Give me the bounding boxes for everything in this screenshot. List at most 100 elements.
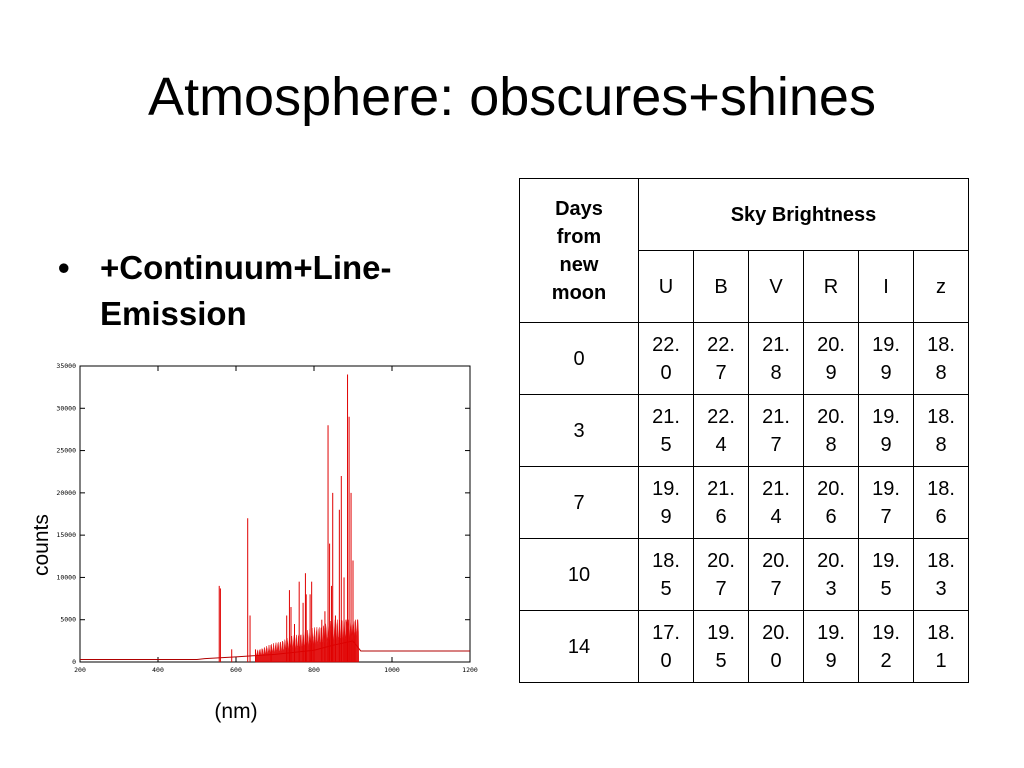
brightness-cell-B: 22.4 (693, 394, 749, 467)
brightness-value: 20.8 (817, 405, 845, 456)
brightness-value: 18.5 (652, 549, 680, 600)
brightness-value: 22.4 (707, 405, 735, 456)
brightness-value: 19.9 (872, 405, 900, 456)
brightness-value: 18.8 (927, 405, 955, 456)
brightness-cell-R: 20.6 (803, 466, 859, 539)
brightness-cell-R: 20.9 (803, 322, 859, 395)
brightness-cell-B: 21.6 (693, 466, 749, 539)
brightness-cell-U: 21.5 (638, 394, 694, 467)
x-axis-label: (nm) (214, 700, 258, 723)
y-tick-label: 20000 (56, 489, 76, 497)
table-row: 7 19.9 21.6 21.4 20.6 19.7 18.6 (519, 466, 969, 539)
x-tick-label: 800 (308, 666, 320, 674)
brightness-cell-R: 19.9 (803, 610, 859, 683)
bullet-text: +Continuum+Line-Emission (100, 249, 392, 332)
brightness-cell-U: 22.0 (638, 322, 694, 395)
y-tick-label: 15000 (56, 531, 76, 539)
brightness-value: 21.5 (652, 405, 680, 456)
days-cell: 3 (519, 394, 639, 467)
brightness-cell-I: 19.2 (858, 610, 914, 683)
x-tick-label: 200 (74, 666, 86, 674)
brightness-cell-z: 18.3 (913, 538, 969, 611)
brightness-cell-B: 19.5 (693, 610, 749, 683)
y-tick-label: 35000 (56, 362, 76, 370)
brightness-value: 21.7 (762, 405, 790, 456)
days-header: Days from new moon (519, 178, 639, 323)
days-cell: 10 (519, 538, 639, 611)
y-tick-label: 10000 (56, 573, 76, 581)
band-header-I: I (858, 250, 914, 323)
brightness-value: 22.0 (652, 333, 680, 384)
x-tick-label: 600 (230, 666, 242, 674)
y-tick-label: 25000 (56, 447, 76, 455)
band-header-z: z (913, 250, 969, 323)
brightness-cell-z: 18.6 (913, 466, 969, 539)
bullet-marker: • (58, 249, 70, 286)
table-row: 3 21.5 22.4 21.7 20.8 19.9 18.8 (519, 394, 969, 467)
brightness-value: 18.6 (927, 477, 955, 528)
y-tick-label: 5000 (60, 616, 76, 624)
table-row: 14 17.0 19.5 20.0 19.9 19.2 18.1 (519, 610, 969, 683)
brightness-value: 20.7 (707, 549, 735, 600)
brightness-cell-V: 21.7 (748, 394, 804, 467)
x-tick-label: 1200 (462, 666, 478, 674)
brightness-cell-I: 19.9 (858, 394, 914, 467)
brightness-cell-I: 19.9 (858, 322, 914, 395)
brightness-cell-z: 18.1 (913, 610, 969, 683)
brightness-cell-z: 18.8 (913, 322, 969, 395)
brightness-value: 19.2 (872, 621, 900, 672)
brightness-value: 18.3 (927, 549, 955, 600)
band-header-B: B (693, 250, 749, 323)
brightness-value: 20.3 (817, 549, 845, 600)
brightness-cell-U: 18.5 (638, 538, 694, 611)
days-cell: 14 (519, 610, 639, 683)
brightness-value: 19.9 (817, 621, 845, 672)
brightness-value: 19.5 (707, 621, 735, 672)
band-header-V: V (748, 250, 804, 323)
brightness-value: 19.7 (872, 477, 900, 528)
brightness-cell-V: 20.7 (748, 538, 804, 611)
brightness-cell-I: 19.7 (858, 466, 914, 539)
brightness-cell-U: 19.9 (638, 466, 694, 539)
band-header-R: R (803, 250, 859, 323)
brightness-cell-V: 21.8 (748, 322, 804, 395)
brightness-value: 19.9 (872, 333, 900, 384)
brightness-value: 19.9 (652, 477, 680, 528)
days-cell: 0 (519, 322, 639, 395)
brightness-value: 21.8 (762, 333, 790, 384)
brightness-cell-R: 20.8 (803, 394, 859, 467)
brightness-cell-B: 20.7 (693, 538, 749, 611)
spectrum-chart: 0 5000 10000 15000 20000 25000 30000 35000 200 40… (56, 362, 478, 674)
sky-brightness-header: Sky Brightness (638, 178, 969, 251)
slide-title: Atmosphere: obscures+shines (148, 67, 876, 127)
brightness-cell-R: 20.3 (803, 538, 859, 611)
table-row: 10 18.5 20.7 20.7 20.3 19.5 18.3 (519, 538, 969, 611)
brightness-value: 18.1 (927, 621, 955, 672)
plot-frame (79, 365, 471, 663)
brightness-value: 21.4 (762, 477, 790, 528)
x-tick-label: 1000 (384, 666, 400, 674)
table-row: 0 22.0 22.7 21.8 20.9 19.9 18.8 (519, 322, 969, 395)
brightness-cell-B: 22.7 (693, 322, 749, 395)
brightness-value: 20.9 (817, 333, 845, 384)
brightness-value: 20.7 (762, 549, 790, 600)
brightness-cell-V: 20.0 (748, 610, 804, 683)
brightness-value: 21.6 (707, 477, 735, 528)
brightness-value: 19.5 (872, 549, 900, 600)
table-header-row: Days from new moon Sky Brightness (519, 178, 969, 323)
brightness-value: 22.7 (707, 333, 735, 384)
brightness-cell-U: 17.0 (638, 610, 694, 683)
brightness-cell-V: 21.4 (748, 466, 804, 539)
brightness-cell-I: 19.5 (858, 538, 914, 611)
days-cell: 7 (519, 466, 639, 539)
brightness-value: 17.0 (652, 621, 680, 672)
y-tick-label: 0 (72, 658, 76, 666)
brightness-value: 20.6 (817, 477, 845, 528)
brightness-value: 20.0 (762, 621, 790, 672)
y-tick-label: 30000 (56, 404, 76, 412)
band-header-U: U (638, 250, 694, 323)
brightness-cell-z: 18.8 (913, 394, 969, 467)
brightness-value: 18.8 (927, 333, 955, 384)
